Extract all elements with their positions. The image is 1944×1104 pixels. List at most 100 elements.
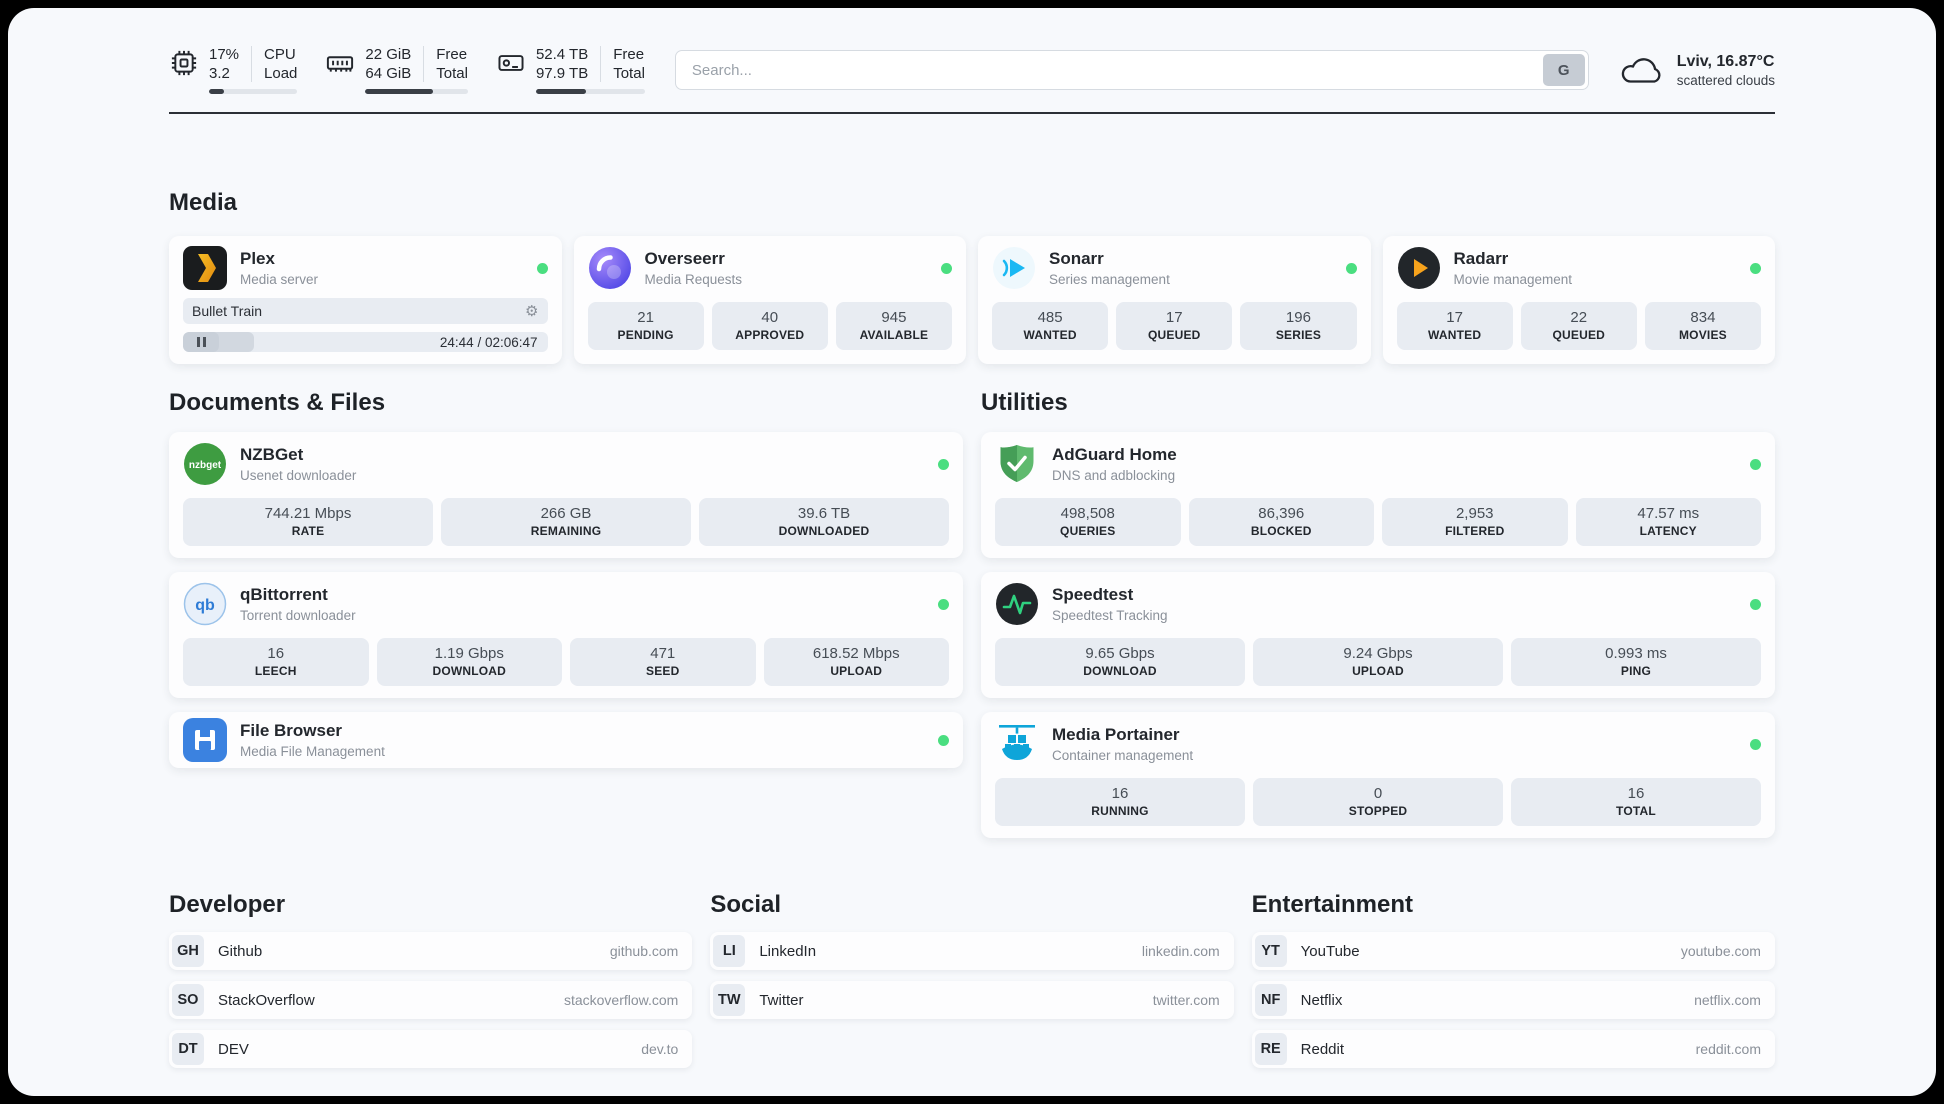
- bookmark-youtube[interactable]: YT YouTube youtube.com: [1251, 932, 1775, 970]
- app-subtitle: Movie management: [1453, 272, 1573, 287]
- bookmark-abbr: TW: [713, 984, 746, 1016]
- status-dot: [1750, 458, 1761, 470]
- weather-condition: scattered clouds: [1676, 72, 1775, 88]
- playback-progress-bar: 24:44 / 02:06:47: [183, 332, 548, 352]
- stat-box: 40 APPROVED: [711, 302, 828, 350]
- svg-text:nzbget: nzbget: [189, 460, 222, 471]
- search-input[interactable]: [674, 50, 1589, 90]
- plex-icon: [183, 246, 227, 290]
- stat-box: 16 RUNNING: [995, 778, 1245, 826]
- section-title-utilities: Utilities: [981, 389, 1068, 416]
- app-subtitle: Media Requests: [644, 272, 743, 287]
- app-name: Radarr: [1453, 249, 1509, 268]
- app-name: File Browser: [240, 721, 343, 740]
- section-title-social: Social: [710, 891, 782, 918]
- app-card-speedtest[interactable]: Speedtest Speedtest Tracking 9.65 Gbps D…: [981, 572, 1775, 698]
- cpu-load-value: 3.2: [209, 65, 230, 82]
- app-subtitle: Media File Management: [240, 744, 385, 759]
- app-name: Speedtest: [1052, 585, 1134, 604]
- app-card-plex[interactable]: Plex Media server Bullet Train ⚙ 24:44 /…: [169, 236, 562, 364]
- app-subtitle: Speedtest Tracking: [1052, 608, 1168, 623]
- ram-total-value: 64 GiB: [365, 65, 412, 82]
- app-name: AdGuard Home: [1052, 445, 1177, 464]
- stat-box: 2,953 FILTERED: [1382, 498, 1568, 546]
- app-subtitle: Torrent downloader: [240, 608, 356, 623]
- stat-box: 21 PENDING: [587, 302, 704, 350]
- section-title-entertainment: Entertainment: [1251, 891, 1414, 918]
- now-playing-title: Bullet Train: [192, 303, 263, 319]
- qbittorrent-icon: qb: [183, 582, 227, 626]
- bookmark-name: YouTube: [1300, 942, 1360, 960]
- bookmark-dev[interactable]: DT DEV dev.to: [169, 1030, 693, 1068]
- bookmark-abbr: SO: [172, 984, 204, 1016]
- stat-box: 0 STOPPED: [1253, 778, 1503, 826]
- app-card-portainer[interactable]: Media Portainer Container management 16 …: [981, 712, 1775, 838]
- bookmark-twitter[interactable]: TW Twitter twitter.com: [710, 981, 1234, 1019]
- app-card-adguard[interactable]: AdGuard Home DNS and adblocking 498,508 …: [981, 432, 1775, 558]
- gear-icon[interactable]: ⚙: [525, 303, 539, 320]
- memory-icon: [325, 48, 355, 78]
- stat-box: 17 QUEUED: [1116, 302, 1233, 350]
- overseerr-icon: [588, 246, 632, 290]
- hard-drive-icon: [496, 48, 526, 78]
- bookmark-group-developer: Developer GH Github github.com SO StackO…: [169, 890, 693, 1068]
- section-title-media: Media: [169, 189, 238, 216]
- ram-free-label: Free: [436, 46, 468, 63]
- stat-box: 47.57 ms LATENCY: [1575, 498, 1761, 546]
- bookmark-name: Github: [218, 942, 263, 960]
- stat-box: 86,396 BLOCKED: [1188, 498, 1374, 546]
- pause-button[interactable]: [183, 332, 219, 352]
- ram-monitor: 22 GiB 64 GiB Free Total: [325, 46, 468, 94]
- bookmark-github[interactable]: GH Github github.com: [169, 932, 693, 970]
- search-engine-button[interactable]: G: [1542, 54, 1585, 86]
- disk-free-label: Free: [613, 46, 645, 63]
- app-name: Plex: [240, 249, 275, 268]
- bookmark-abbr: YT: [1254, 935, 1287, 967]
- app-card-filebrowser[interactable]: File Browser Media File Management: [169, 712, 963, 768]
- bookmark-url: reddit.com: [1695, 1041, 1761, 1057]
- bookmark-abbr: DT: [172, 1033, 204, 1065]
- bookmark-reddit[interactable]: RE Reddit reddit.com: [1251, 1030, 1775, 1068]
- cpu-label: CPU: [264, 46, 296, 63]
- bookmark-linkedin[interactable]: LI LinkedIn linkedin.com: [710, 932, 1234, 970]
- stat-box: 16 LEECH: [183, 638, 369, 686]
- portainer-icon: [995, 722, 1039, 766]
- app-card-radarr[interactable]: Radarr Movie management 17 WANTED 22 QUE…: [1382, 236, 1775, 364]
- bookmark-url: youtube.com: [1680, 943, 1761, 959]
- bookmark-url: twitter.com: [1152, 992, 1220, 1008]
- bookmark-abbr: RE: [1254, 1033, 1287, 1065]
- adguard-icon: [995, 442, 1039, 486]
- bookmark-name: Reddit: [1300, 1040, 1345, 1058]
- app-card-overseerr[interactable]: Overseerr Media Requests 21 PENDING 40 A…: [573, 236, 966, 364]
- disk-total-value: 97.9 TB: [535, 65, 589, 82]
- section-documents: Documents & Files nzbget: [169, 388, 963, 838]
- status-dot: [941, 262, 952, 274]
- status-dot: [1750, 598, 1761, 610]
- stat-box: 618.52 Mbps UPLOAD: [763, 638, 949, 686]
- now-playing-box: Bullet Train ⚙: [183, 298, 548, 324]
- bookmark-stackoverflow[interactable]: SO StackOverflow stackoverflow.com: [169, 981, 693, 1019]
- section-title-developer: Developer: [169, 891, 286, 918]
- section-media: Media: [169, 188, 1775, 364]
- bookmark-netflix[interactable]: NF Netflix netflix.com: [1251, 981, 1775, 1019]
- app-card-qbittorrent[interactable]: qb qBittorrent Torrent downloader: [169, 572, 963, 698]
- disk-total-label: Total: [613, 65, 645, 82]
- sonarr-icon: [992, 246, 1036, 290]
- status-dot: [1345, 262, 1357, 274]
- cloud-icon: [1619, 52, 1665, 88]
- disk-monitor: 52.4 TB 97.9 TB Free Total: [496, 46, 645, 94]
- status-dot: [938, 734, 949, 746]
- stat-box: 0.993 ms PING: [1511, 638, 1761, 686]
- stat-box: 1.19 Gbps DOWNLOAD: [376, 638, 562, 686]
- app-subtitle: DNS and adblocking: [1052, 468, 1176, 483]
- cpu-monitor: 17% 3.2 CPU Load: [169, 46, 298, 94]
- bookmark-url: netflix.com: [1694, 992, 1761, 1008]
- app-card-nzbget[interactable]: nzbget NZBGet Usenet downloader 74: [169, 432, 963, 558]
- radarr-icon: [1397, 246, 1441, 290]
- bookmark-url: dev.to: [641, 1041, 679, 1057]
- section-title-documents: Documents & Files: [169, 389, 386, 416]
- ram-free-value: 22 GiB: [365, 46, 412, 63]
- app-card-sonarr[interactable]: Sonarr Series management 485 WANTED 17 Q…: [978, 236, 1371, 364]
- stat-box: 9.65 Gbps DOWNLOAD: [995, 638, 1245, 686]
- bookmark-abbr: NF: [1254, 984, 1287, 1016]
